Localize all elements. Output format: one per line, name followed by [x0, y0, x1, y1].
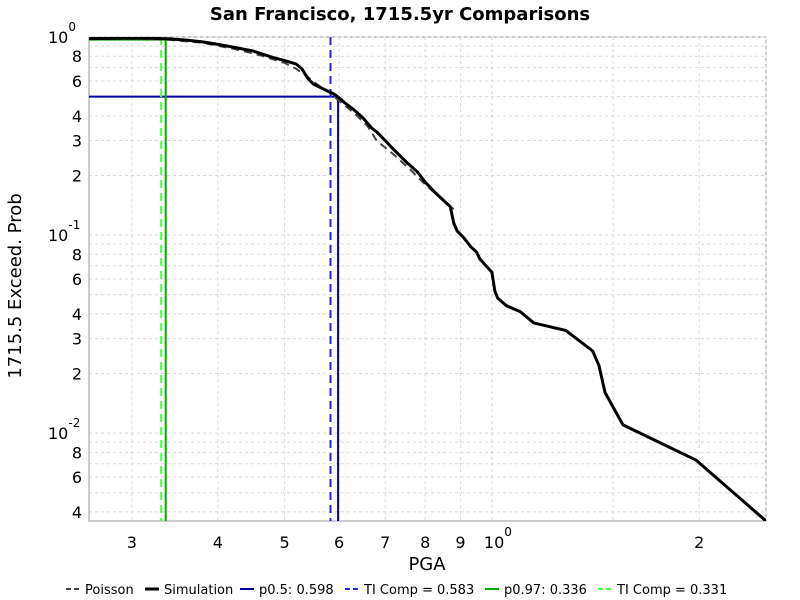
y-tick-label: 3	[72, 132, 82, 151]
x-tick-label: 8	[420, 533, 430, 552]
y-tick-label: 4	[72, 503, 82, 522]
chart-title: San Francisco, 1715.5yr Comparisons	[210, 4, 590, 25]
y-tick-label: 8	[72, 443, 82, 462]
series-layer	[89, 37, 766, 521]
legend-label: Simulation	[164, 583, 233, 598]
legend-label: Poisson	[85, 583, 134, 598]
x-tick-label: 5	[280, 533, 290, 552]
y-tick-label: 8	[72, 47, 82, 66]
y-tick-label: 6	[72, 270, 82, 289]
y-axis-label: 1715.5 Exceed. Prob	[5, 193, 26, 378]
y-tick-label: 8	[72, 245, 82, 264]
y-tick-label: 6	[72, 72, 82, 91]
legend-item: p0.5: 0.598	[240, 583, 334, 598]
y-tick-label: 3	[72, 330, 82, 349]
y-tick-label: 6	[72, 468, 82, 487]
x-axis: 3 4 5 6 7 8 9 100 2	[127, 525, 705, 552]
y-tick-label: 10-1	[48, 218, 80, 245]
y-tick-label: 100	[48, 20, 76, 47]
legend: Poisson Simulation p0.5: 0.598 TI Comp = 0.…	[66, 583, 727, 598]
legend-label: TI Comp = 0.331	[616, 583, 727, 598]
legend-item: TI Comp = 0.331	[598, 583, 727, 598]
legend-label: TI Comp = 0.583	[363, 583, 474, 598]
grid	[89, 36, 767, 521]
series-simulation	[89, 37, 766, 521]
y-tick-label: 2	[72, 364, 82, 383]
x-tick-label: 100	[484, 525, 512, 552]
y-tick-label: 10-2	[48, 416, 80, 443]
legend-item: Poisson	[66, 583, 134, 598]
x-tick-label: 6	[334, 533, 344, 552]
x-tick-label: 9	[455, 533, 465, 552]
legend-label: p0.5: 0.598	[259, 583, 334, 598]
legend-item: Simulation	[145, 583, 233, 598]
legend-item: p0.97: 0.336	[485, 583, 587, 598]
y-tick-label: 4	[72, 305, 82, 324]
x-tick-label: 4	[213, 533, 223, 552]
y-tick-label: 4	[72, 107, 82, 126]
x-tick-label: 3	[127, 533, 137, 552]
legend-label: p0.97: 0.336	[504, 583, 587, 598]
x-axis-label: PGA	[408, 554, 446, 575]
legend-item: TI Comp = 0.583	[345, 583, 474, 598]
y-tick-label: 2	[72, 166, 82, 185]
x-tick-label: 7	[380, 533, 390, 552]
x-tick-label: 2	[694, 533, 704, 552]
